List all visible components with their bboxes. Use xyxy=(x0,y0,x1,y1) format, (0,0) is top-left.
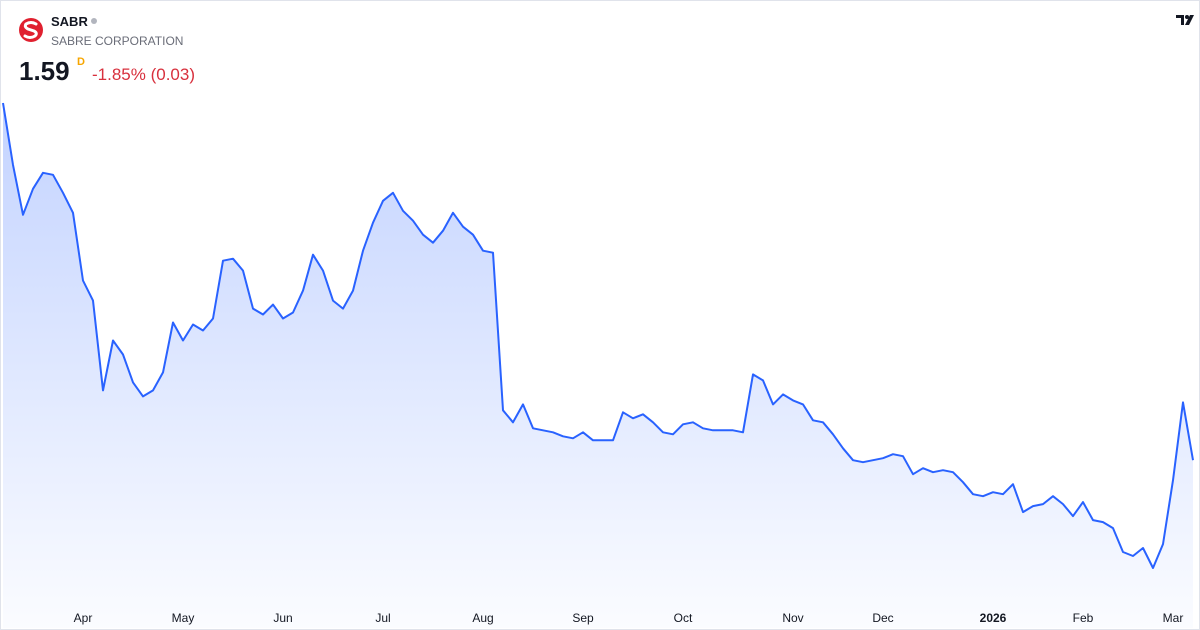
company-name: SABRE CORPORATION xyxy=(51,34,183,48)
x-tick-label: 2026 xyxy=(980,611,1007,625)
x-tick-label: Aug xyxy=(472,611,493,625)
price-line xyxy=(2,102,1194,569)
x-tick-label: Jul xyxy=(375,611,390,625)
area-fill xyxy=(3,103,1193,628)
x-tick-label: Nov xyxy=(782,611,803,625)
x-tick-label: Sep xyxy=(572,611,594,625)
interval: D xyxy=(77,56,85,68)
x-tick-label: Jun xyxy=(273,611,292,625)
x-tick-label: May xyxy=(172,611,195,625)
x-tick-label: Apr xyxy=(74,611,93,625)
symbol: SABR xyxy=(51,14,88,29)
price: 1.59 xyxy=(19,56,70,86)
x-tick-label: Feb xyxy=(1073,611,1094,625)
logo xyxy=(19,18,43,42)
x-tick-label: Oct xyxy=(674,611,693,625)
price-change: -1.85% (0.03) xyxy=(92,65,195,84)
tradingview-logo xyxy=(1171,6,1199,34)
x-tick-label: Mar xyxy=(1163,611,1184,625)
status-dot xyxy=(91,18,97,24)
x-tick-label: Dec xyxy=(872,611,893,625)
